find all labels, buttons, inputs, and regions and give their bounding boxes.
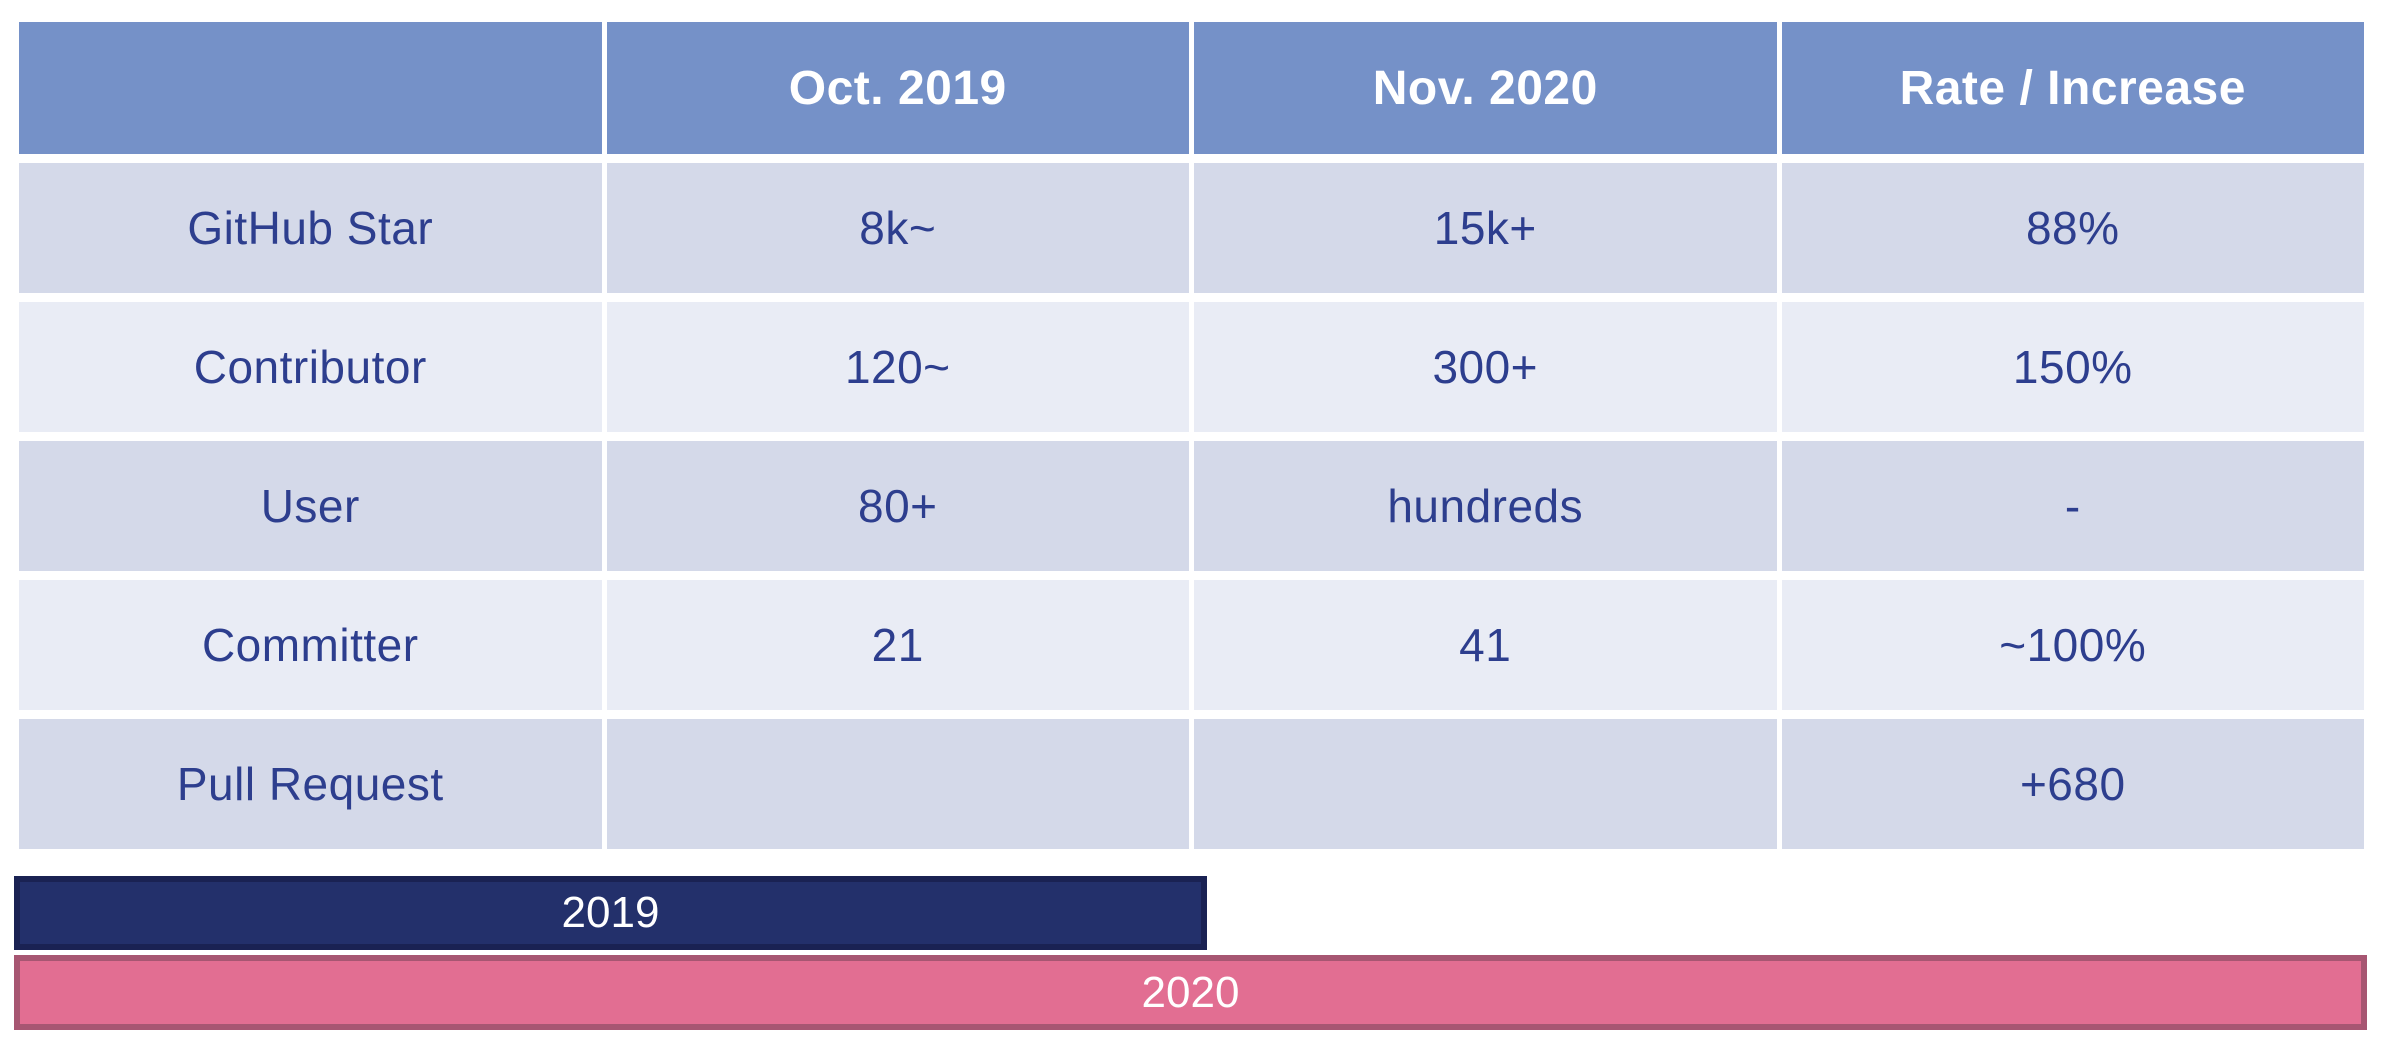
row-label-cell: Pull Request: [19, 719, 602, 849]
row-label-cell: Committer: [19, 580, 602, 710]
header-cell-oct-2019: Oct. 2019: [606, 22, 1189, 154]
value-cell: [1194, 719, 1777, 849]
value-cell: -: [1781, 441, 2364, 571]
header-cell-blank: [19, 22, 602, 154]
value-cell: 21: [606, 580, 1189, 710]
row-label-cell: User: [19, 441, 602, 571]
header-cell-rate: Rate / Increase: [1781, 22, 2364, 154]
value-cell: 41: [1194, 580, 1777, 710]
year-bars: 2019 2020: [14, 876, 2367, 1030]
bar-2019: 2019: [14, 876, 1207, 950]
row-label-cell: Contributor: [19, 302, 602, 432]
value-cell: 120~: [606, 302, 1189, 432]
stats-table: Oct. 2019 Nov. 2020 Rate / Increase GitH…: [19, 22, 2364, 849]
header-cell-nov-2020: Nov. 2020: [1194, 22, 1777, 154]
value-cell: +680: [1781, 719, 2364, 849]
value-cell: 88%: [1781, 163, 2364, 293]
bar-2020-label: 2020: [1141, 967, 1240, 1017]
value-cell: 80+: [606, 441, 1189, 571]
value-cell: hundreds: [1194, 441, 1777, 571]
row-label-cell: GitHub Star: [19, 163, 602, 293]
value-cell: 8k~: [606, 163, 1189, 293]
value-cell: 150%: [1781, 302, 2364, 432]
value-cell: ~100%: [1781, 580, 2364, 710]
value-cell: 300+: [1194, 302, 1777, 432]
value-cell: [606, 719, 1189, 849]
bar-2020: 2020: [14, 955, 2367, 1030]
value-cell: 15k+: [1194, 163, 1777, 293]
bar-2019-label: 2019: [561, 888, 660, 937]
